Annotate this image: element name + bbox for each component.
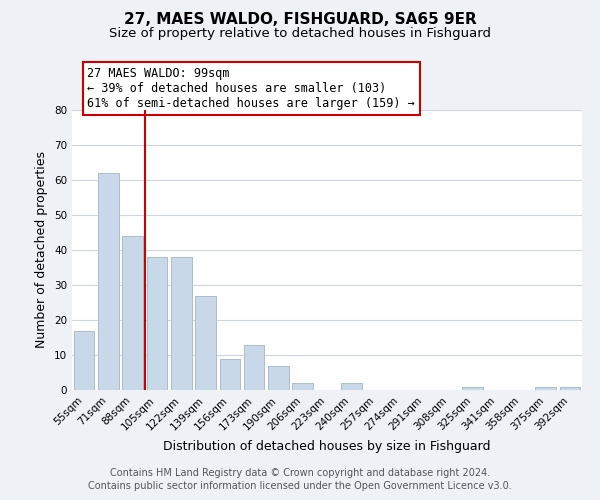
Bar [74, 330, 94, 390]
Bar [341, 383, 362, 390]
Text: 27 MAES WALDO: 99sqm
← 39% of detached houses are smaller (103)
61% of semi-deta: 27 MAES WALDO: 99sqm ← 39% of detached h… [88, 67, 415, 110]
Bar [98, 173, 119, 390]
Bar [220, 358, 240, 390]
Bar [463, 386, 483, 390]
Bar [535, 386, 556, 390]
Text: Contains HM Land Registry data © Crown copyright and database right 2024.: Contains HM Land Registry data © Crown c… [110, 468, 490, 477]
Bar [146, 257, 167, 390]
Y-axis label: Number of detached properties: Number of detached properties [35, 152, 49, 348]
Text: Size of property relative to detached houses in Fishguard: Size of property relative to detached ho… [109, 28, 491, 40]
Text: Contains public sector information licensed under the Open Government Licence v3: Contains public sector information licen… [88, 481, 512, 491]
Bar [171, 257, 191, 390]
Bar [560, 386, 580, 390]
X-axis label: Distribution of detached houses by size in Fishguard: Distribution of detached houses by size … [163, 440, 491, 453]
Bar [195, 296, 216, 390]
Bar [268, 366, 289, 390]
Bar [244, 344, 265, 390]
Bar [122, 236, 143, 390]
Text: 27, MAES WALDO, FISHGUARD, SA65 9ER: 27, MAES WALDO, FISHGUARD, SA65 9ER [124, 12, 476, 28]
Bar [292, 383, 313, 390]
